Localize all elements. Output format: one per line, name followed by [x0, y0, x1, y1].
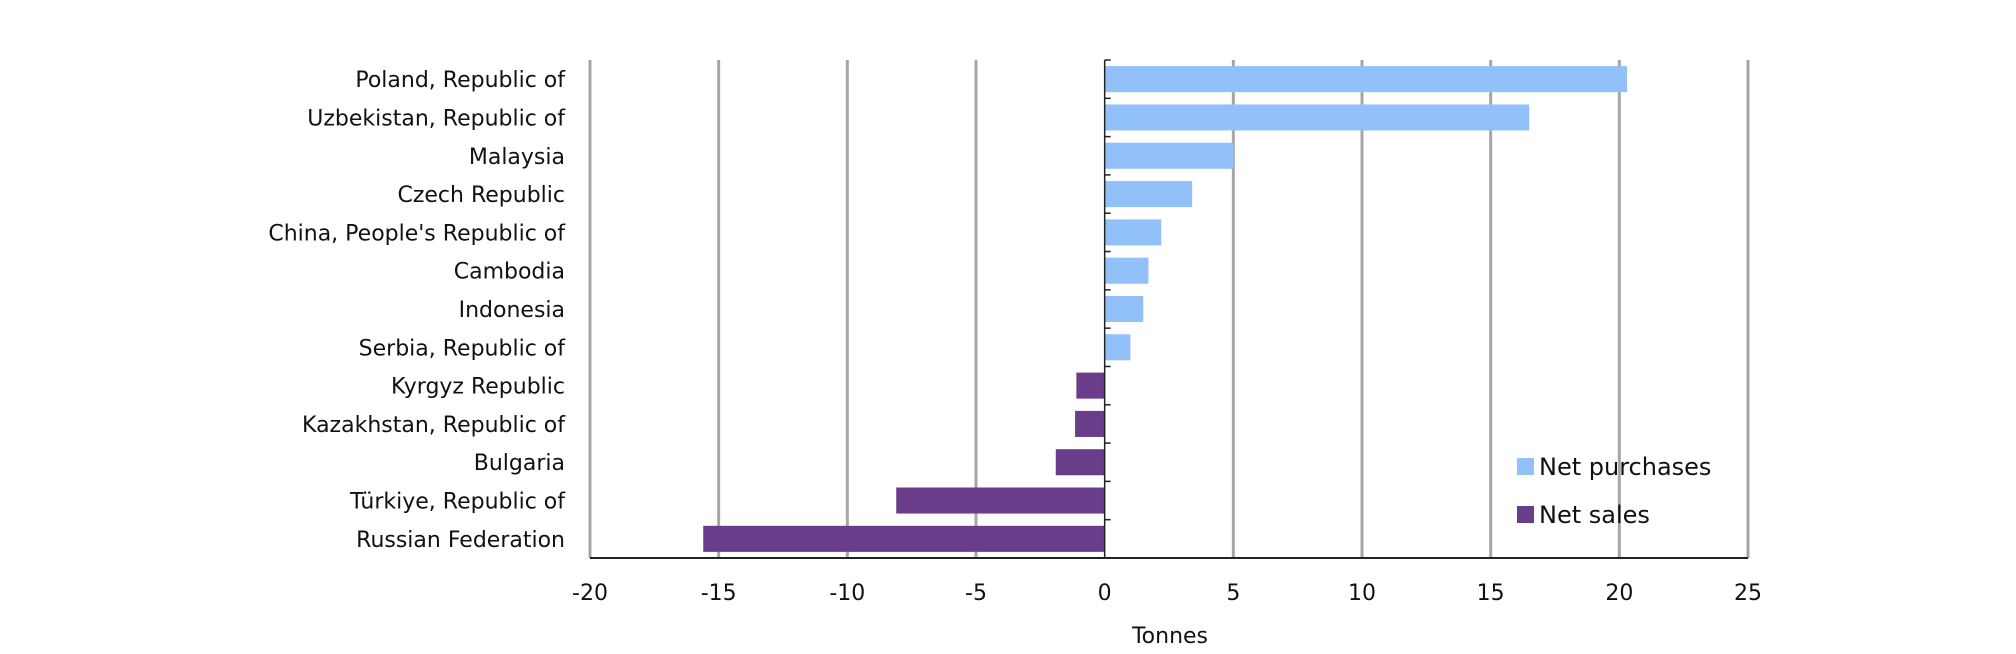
labels: -20 -15 -10 -5 0 5 10 15 20 25 Poland, Republic of… — [268, 68, 1762, 606]
category-label: China, People's Republic of — [268, 221, 566, 246]
x-tick-label: -5 — [965, 581, 987, 606]
category-label: Indonesia — [459, 298, 565, 323]
bar — [1104, 334, 1131, 361]
x-tick-label: 20 — [1605, 581, 1633, 606]
category-label: Bulgaria — [474, 451, 565, 476]
bar — [1104, 219, 1162, 246]
category-label: Russian Federation — [356, 528, 565, 553]
bar — [703, 525, 1105, 552]
category-label: Kyrgyz Republic — [391, 375, 565, 400]
category-label: Cambodia — [454, 260, 565, 285]
category-label: Uzbekistan, Republic of — [307, 106, 566, 131]
bars — [703, 66, 1628, 552]
bar — [1055, 449, 1105, 476]
x-tick-label: 15 — [1477, 581, 1505, 606]
legend: Net purchases Net sales — [1517, 453, 1711, 529]
category-label: Poland, Republic of — [355, 68, 566, 93]
category-label: Serbia, Republic of — [359, 336, 567, 361]
x-tick-label: 10 — [1348, 581, 1376, 606]
x-tick-label: -10 — [829, 581, 865, 606]
x-tick-label: 5 — [1226, 581, 1240, 606]
bar — [1104, 104, 1530, 131]
x-axis-title: Tonnes — [1131, 624, 1208, 649]
category-label: Kazakhstan, Republic of — [302, 413, 566, 438]
x-tick-label: 25 — [1734, 581, 1762, 606]
bar — [1104, 257, 1149, 284]
axes — [588, 59, 1748, 559]
bar — [1076, 372, 1105, 399]
x-tick-label: -20 — [572, 581, 608, 606]
x-tick-label: 0 — [1098, 581, 1112, 606]
category-label: Czech Republic — [397, 183, 565, 208]
bar — [896, 487, 1105, 514]
bar — [1104, 181, 1193, 208]
gridlines — [588, 60, 1750, 558]
legend-swatch — [1517, 506, 1534, 523]
bar — [1075, 410, 1105, 437]
bar — [1104, 295, 1144, 323]
bar — [1104, 142, 1234, 169]
legend-swatch — [1517, 458, 1534, 475]
bar — [1104, 66, 1628, 93]
x-tick-label: -15 — [701, 581, 737, 606]
category-label: Türkiye, Republic of — [349, 490, 566, 515]
legend-label: Net sales — [1539, 501, 1650, 529]
legend-label: Net purchases — [1539, 453, 1711, 481]
category-label: Malaysia — [469, 145, 565, 170]
